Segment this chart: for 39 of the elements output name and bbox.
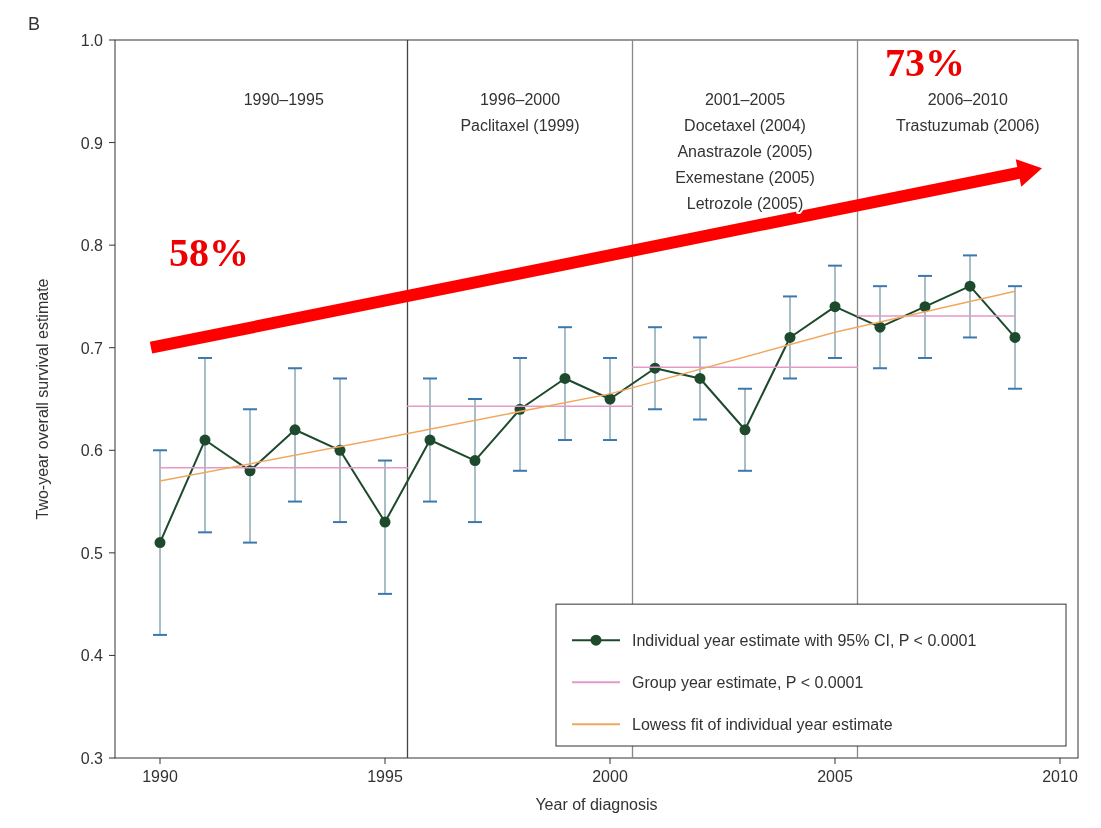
y-tick-label: 0.5 xyxy=(80,544,104,562)
point xyxy=(1009,331,1021,343)
y-tick-label: 0.6 xyxy=(80,442,104,460)
annotation: 1996–2000 Paclitaxel (1999) xyxy=(460,91,580,134)
legend-label: Lowess fit of individual year estimate xyxy=(632,716,893,734)
y-tick-label: 0.8 xyxy=(80,237,104,255)
point xyxy=(289,424,301,436)
point xyxy=(784,331,796,343)
point xyxy=(559,372,571,384)
y-tick-label: 0.3 xyxy=(80,750,104,767)
point xyxy=(379,516,391,528)
x-axis-title: Year of diagnosis xyxy=(535,796,658,813)
annotation: 2006–2010 Trastuzumab (2006) xyxy=(896,91,1040,134)
x-tick-label: 1995 xyxy=(367,768,403,785)
x-tick-label: 2010 xyxy=(1042,768,1078,785)
x-tick-label: 1990 xyxy=(142,768,178,785)
point xyxy=(829,301,841,313)
point xyxy=(469,455,481,467)
y-tick-label: 0.7 xyxy=(80,339,104,357)
text: B xyxy=(28,14,41,34)
legend-label: Group year estimate, P < 0.0001 xyxy=(632,674,864,692)
annotation: 58% xyxy=(169,229,249,275)
annotation: 73% xyxy=(885,39,965,85)
point xyxy=(199,434,211,446)
point xyxy=(739,424,751,436)
y-tick-label: 0.9 xyxy=(80,134,104,152)
annotation: 2001–2005 Docetaxel (2004) Anastrazole (2005) Exemestane (2005) Letrozole (2005) xyxy=(675,91,815,212)
point xyxy=(694,372,706,384)
line-series xyxy=(159,290,1016,482)
y-tick-label: 1.0 xyxy=(80,32,104,49)
point xyxy=(964,280,976,292)
annotation: 1990–1995 xyxy=(243,91,324,108)
point xyxy=(154,537,166,549)
point xyxy=(424,434,436,446)
y-tick-label: 0.4 xyxy=(80,647,104,665)
y-axis-title: Two-year overall survival estimate xyxy=(34,278,51,520)
x-tick-label: 2005 xyxy=(817,768,853,785)
legend-label: Individual year estimate with 95% CI, P < 0.0001 xyxy=(632,632,977,650)
x-tick-label: 2000 xyxy=(592,768,628,785)
